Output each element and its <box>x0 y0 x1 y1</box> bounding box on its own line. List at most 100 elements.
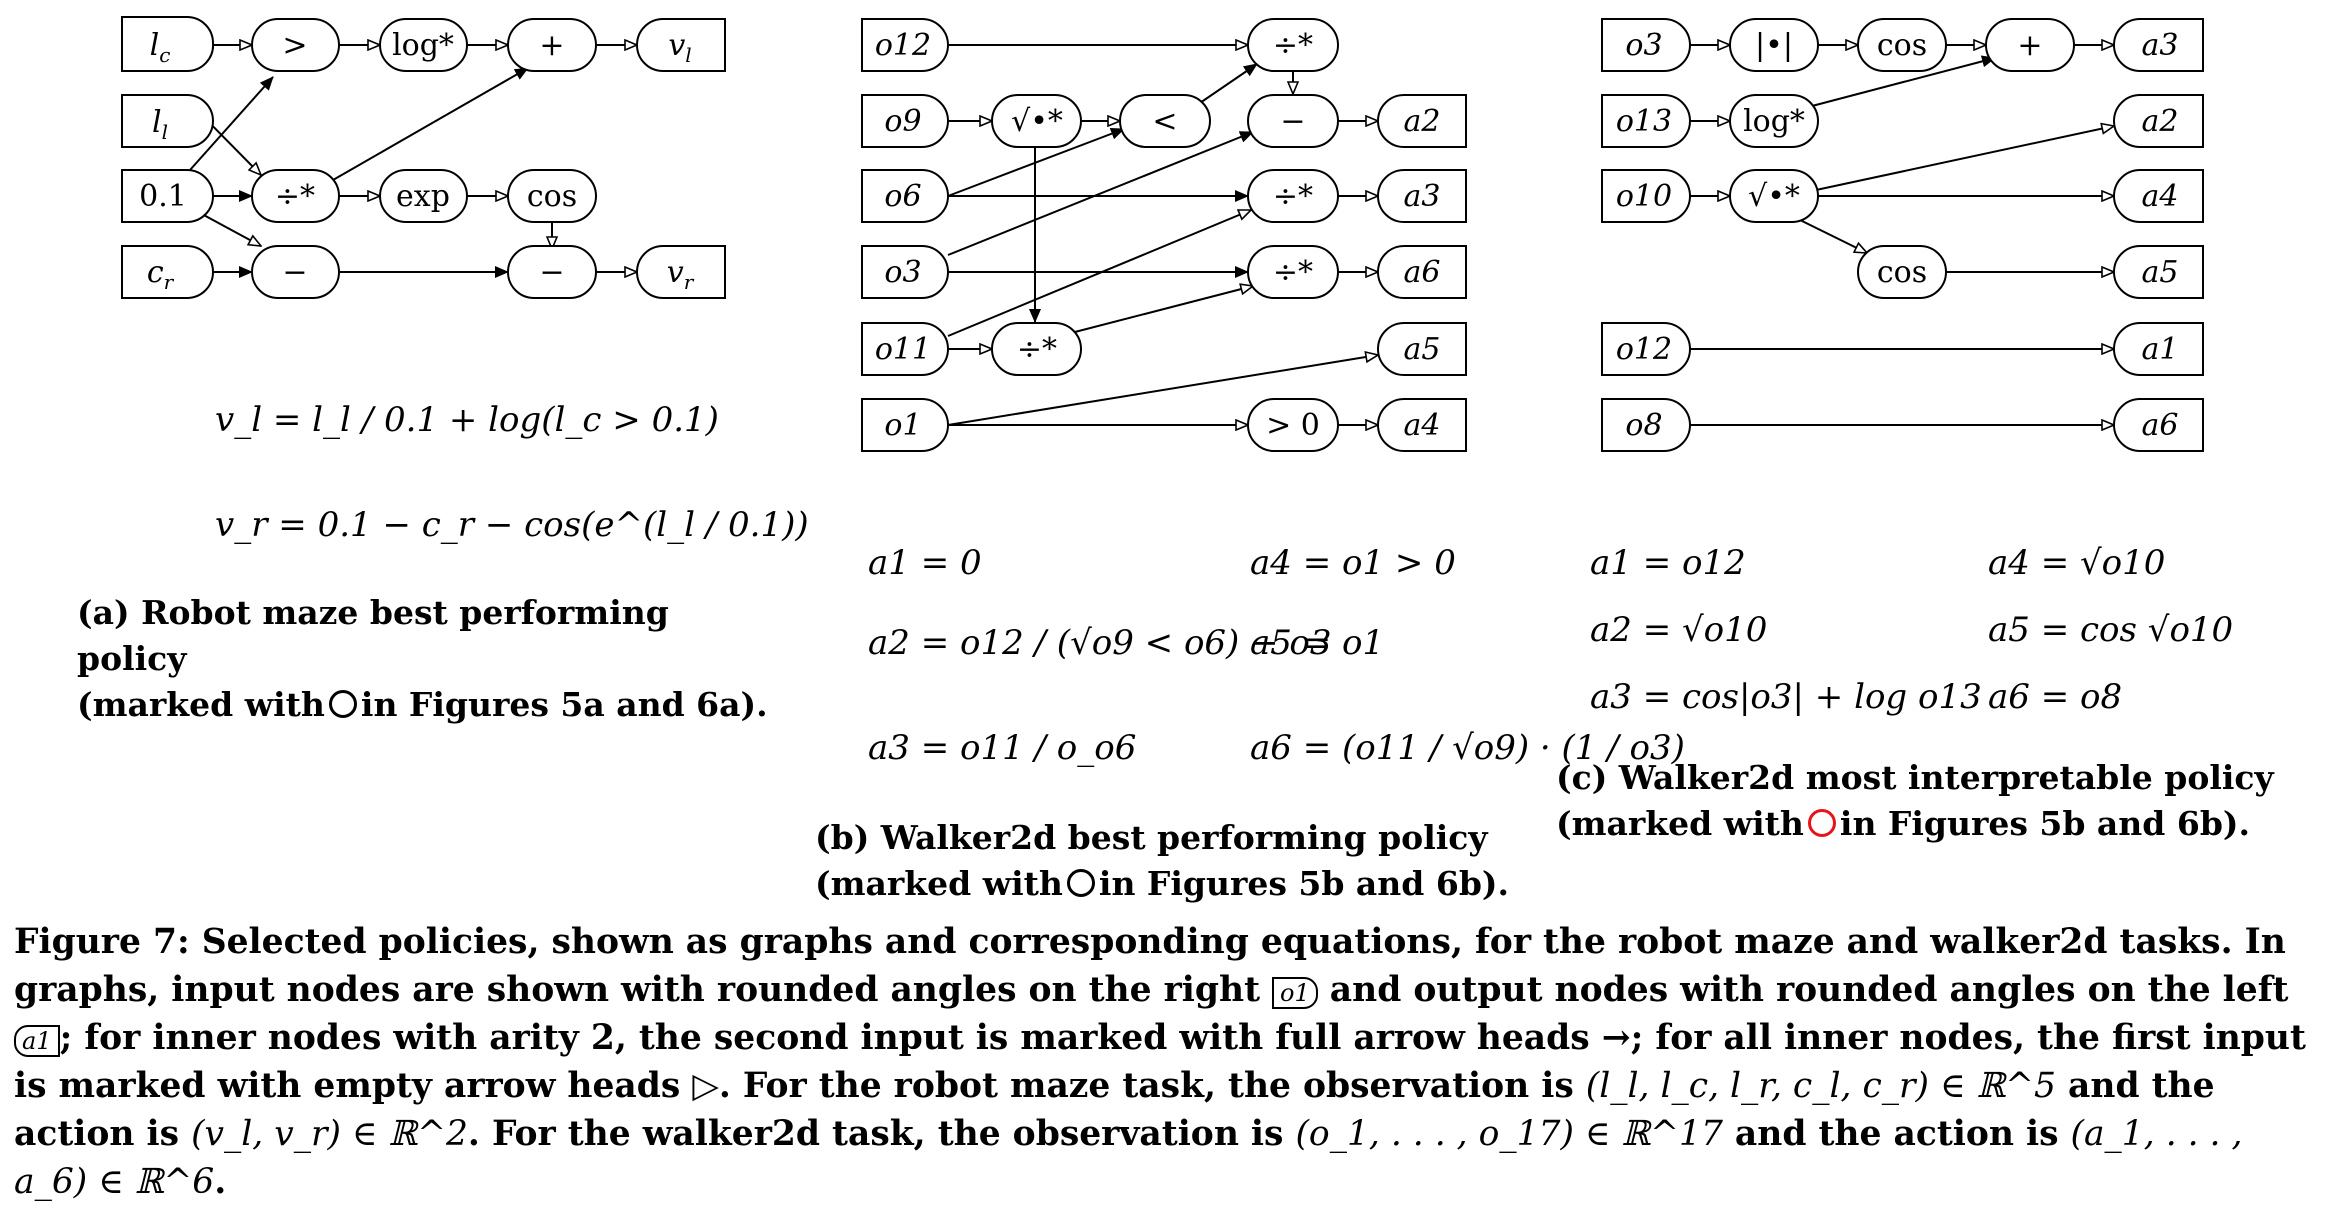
o6-label: o6 <box>884 179 921 214</box>
cr-label: cr <box>147 255 175 294</box>
c-a4-label: a4 <box>2142 179 2179 214</box>
input-node-o3 <box>861 245 950 299</box>
equation-b-a2: a2 = o12 / (√o9 < o6) − o3 <box>868 623 1332 663</box>
exp-label: exp <box>396 179 450 214</box>
op-node-log <box>379 18 468 72</box>
op-node-exp <box>379 169 468 223</box>
input-node-o6 <box>861 169 950 223</box>
c-log-label: log* <box>1743 104 1805 139</box>
input-node-o13 <box>1601 94 1692 148</box>
red-circle-marker-icon <box>1807 809 1836 837</box>
equation-c-a2: a2 = √o10 <box>1590 610 1768 650</box>
equation-b-a3: a3 = o11 / o_o6 <box>868 728 1137 768</box>
input-node-o8 <box>1601 398 1692 452</box>
subcaption-a-line2: (marked with in Figures 5a and 6a). <box>77 685 768 724</box>
abs-label: |•| <box>1755 28 1793 63</box>
output-node-a6 <box>1376 245 1467 299</box>
output-node-a4 <box>2112 169 2204 223</box>
output-node-legend-icon: a1 <box>14 1025 60 1057</box>
div-a6-label: ÷* <box>1273 255 1313 290</box>
op-node-div-top <box>1247 18 1339 72</box>
c-a1-label: a1 <box>2142 332 2179 367</box>
equation-b-a1: a1 = 0 <box>868 543 982 583</box>
o12-label: o12 <box>875 28 931 63</box>
black-circle-marker-icon <box>1066 869 1095 897</box>
output-node-a3 <box>2112 18 2204 72</box>
minus2-label: − <box>539 255 564 290</box>
input-node-legend-icon: o1 <box>1272 977 1318 1009</box>
subcaption-b-line1: (b) Walker2d best performing policy <box>815 818 1488 857</box>
output-node-a5 <box>1376 322 1467 376</box>
output-node-a3 <box>1376 169 1467 223</box>
equation-c-a3: a3 = cos|o3| + log o13 <box>1590 677 1982 717</box>
subcaption-c-line1: (c) Walker2d most interpretable policy <box>1556 758 2274 797</box>
div-top-label: ÷* <box>1273 28 1313 63</box>
output-node-a2 <box>2112 94 2204 148</box>
c-sqrt-label: √•* <box>1748 179 1800 214</box>
op-node-minus <box>1247 94 1339 148</box>
log-label: log* <box>392 28 454 63</box>
op-node-gt0 <box>1247 398 1339 452</box>
equation-b-a6: a6 = (o11 / √o9) · (1 / o3) <box>1250 728 1685 768</box>
div-label: ÷* <box>275 179 315 214</box>
o3-label: o3 <box>884 255 921 290</box>
input-node-o11 <box>861 322 950 376</box>
vl-label: vl <box>668 28 691 67</box>
gt0-label: > 0 <box>1266 408 1320 443</box>
input-node-ll <box>121 94 215 148</box>
o11-label: o11 <box>875 332 931 367</box>
input-node-const <box>121 169 215 223</box>
subcaption-a-line1: (a) Robot maze best performing policy <box>77 593 669 678</box>
op-node-cos <box>507 169 597 223</box>
minus1-label: − <box>282 255 307 290</box>
equation-c-a6: a6 = o8 <box>1988 677 2123 717</box>
policy-graphs: lc ll 0.1 cr > log* + ÷* exp cos − − vl … <box>121 16 2204 452</box>
output-node-a6 <box>2112 398 2204 452</box>
c-plus-label: + <box>2017 28 2042 63</box>
op-node-lt <box>1119 94 1211 148</box>
plus-label: + <box>539 28 564 63</box>
op-node-div-o11 <box>991 322 1082 376</box>
c-o12-label: o12 <box>1616 332 1672 367</box>
equation-c-a1: a1 = o12 <box>1590 543 1746 583</box>
cos-top-label: cos <box>1877 28 1927 63</box>
subcaption-a: (a) Robot maze best performing policy (m… <box>77 590 777 728</box>
output-node-a2 <box>1376 94 1467 148</box>
o9-label: o9 <box>884 104 921 139</box>
input-node-o12 <box>861 18 950 72</box>
op-node-div-a3 <box>1247 169 1339 223</box>
op-node-cos-top <box>1857 18 1947 72</box>
subcaption-b-line2: (marked with in Figures 5b and 6b). <box>815 864 1510 903</box>
a6-label: a6 <box>1404 255 1441 290</box>
c-a5-label: a5 <box>2142 255 2179 290</box>
c-o8-label: o8 <box>1625 408 1662 443</box>
equation-vr: v_r = 0.1 − c_r − cos(e^(l_l / 0.1)) <box>215 505 809 545</box>
c-o10-label: o10 <box>1616 179 1672 214</box>
op-node-div <box>251 169 340 223</box>
const-label: 0.1 <box>139 179 187 214</box>
c-o13-label: o13 <box>1616 104 1672 139</box>
op-node-log <box>1729 94 1819 148</box>
graph-a <box>121 16 726 299</box>
graph-b <box>861 18 1467 452</box>
output-node-a4 <box>1376 398 1467 452</box>
vr-label: vr <box>667 255 695 294</box>
equation-vl: v_l = l_l / 0.1 + log(l_c > 0.1) <box>215 400 719 440</box>
output-node-vr <box>635 245 726 299</box>
lc-label: lc <box>150 28 171 67</box>
black-circle-marker-icon <box>328 690 357 718</box>
op-node-plus <box>507 18 597 72</box>
minus-label: − <box>1280 104 1305 139</box>
lt-label: < <box>1152 104 1177 139</box>
input-node-o10 <box>1601 169 1692 223</box>
equation-c-a5: a5 = cos √o10 <box>1988 610 2234 650</box>
op-node-plus <box>1985 18 2075 72</box>
op-node-gt <box>251 18 340 72</box>
c-o3-label: o3 <box>1625 28 1662 63</box>
op-node-abs <box>1729 18 1819 72</box>
op-node-sqrt <box>991 94 1082 148</box>
div-o11-label: ÷* <box>1017 332 1057 367</box>
c-a3-label: a3 <box>2142 28 2179 63</box>
input-node-o9 <box>861 94 950 148</box>
subcaption-b: (b) Walker2d best performing policy (mar… <box>815 815 1515 907</box>
